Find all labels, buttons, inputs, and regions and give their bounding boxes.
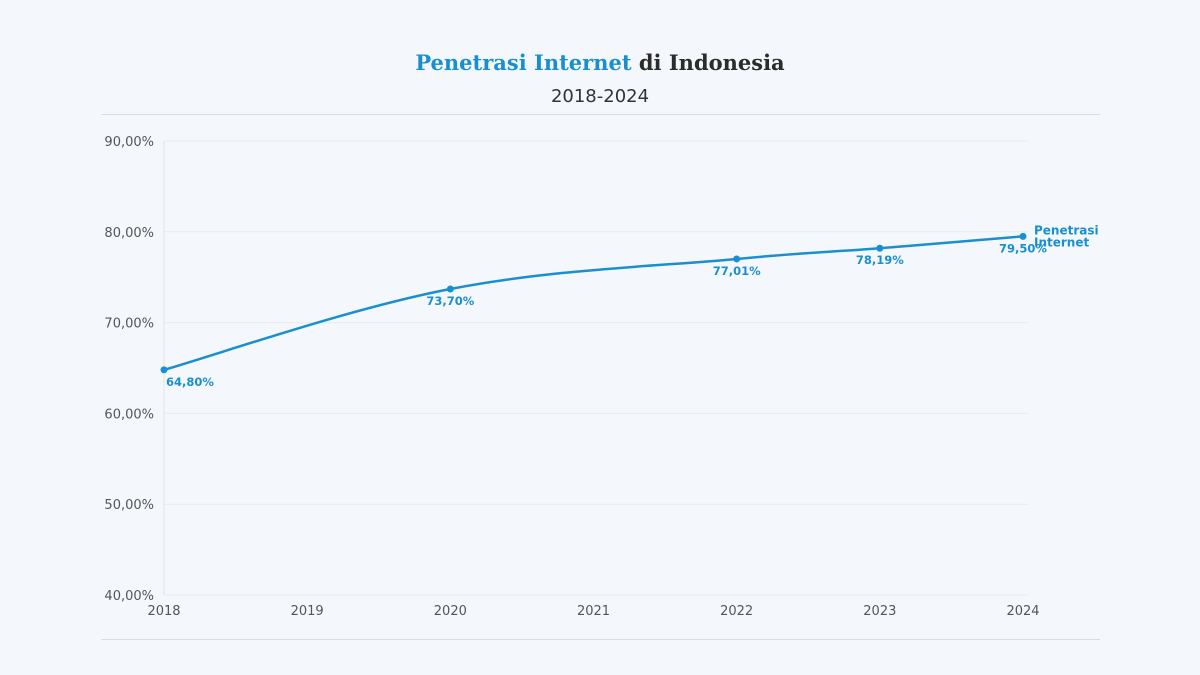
data-label: 79,50% xyxy=(999,241,1047,255)
legend-label-line2: Internet xyxy=(1034,235,1089,249)
title-rest: di Indonesia xyxy=(638,50,785,75)
data-point xyxy=(160,366,168,374)
y-tick-label: 50,00% xyxy=(104,498,154,513)
y-tick-label: 70,00% xyxy=(104,317,154,332)
legend-label-line1: Penetrasi xyxy=(1034,223,1099,237)
data-point xyxy=(876,244,884,252)
y-tick-label: 40,00% xyxy=(104,589,154,604)
data-label: 73,70% xyxy=(426,294,474,308)
chart-subtitle: 2018-2024 xyxy=(550,86,650,107)
data-label: 78,19% xyxy=(856,253,904,267)
series-line xyxy=(163,235,1024,372)
x-tick-label: 2022 xyxy=(720,604,753,619)
y-tick-label: 90,00% xyxy=(104,135,154,150)
data-label: 77,01% xyxy=(713,264,761,278)
y-tick-label: 80,00% xyxy=(104,226,154,241)
x-tick-label: 2018 xyxy=(147,604,180,619)
title-highlight: Penetrasi Internet xyxy=(415,50,632,75)
data-point xyxy=(1019,232,1027,240)
x-tick-label: 2021 xyxy=(577,604,610,619)
x-tick-label: 2024 xyxy=(1006,604,1039,619)
x-tick-label: 2020 xyxy=(434,604,467,619)
chart-title: Penetrasi Internet di Indonesia xyxy=(0,50,1200,75)
y-tick-label: 60,00% xyxy=(104,407,154,422)
x-tick-label: 2023 xyxy=(863,604,896,619)
x-tick-label: 2019 xyxy=(291,604,324,619)
data-point xyxy=(446,285,454,293)
data-point xyxy=(733,255,741,263)
top-divider xyxy=(101,114,1100,115)
data-label: 64,80% xyxy=(166,375,214,389)
bottom-divider xyxy=(101,639,1100,640)
